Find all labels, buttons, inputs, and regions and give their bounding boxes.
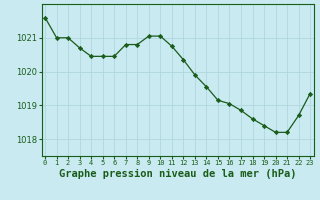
X-axis label: Graphe pression niveau de la mer (hPa): Graphe pression niveau de la mer (hPa) [59, 169, 296, 179]
